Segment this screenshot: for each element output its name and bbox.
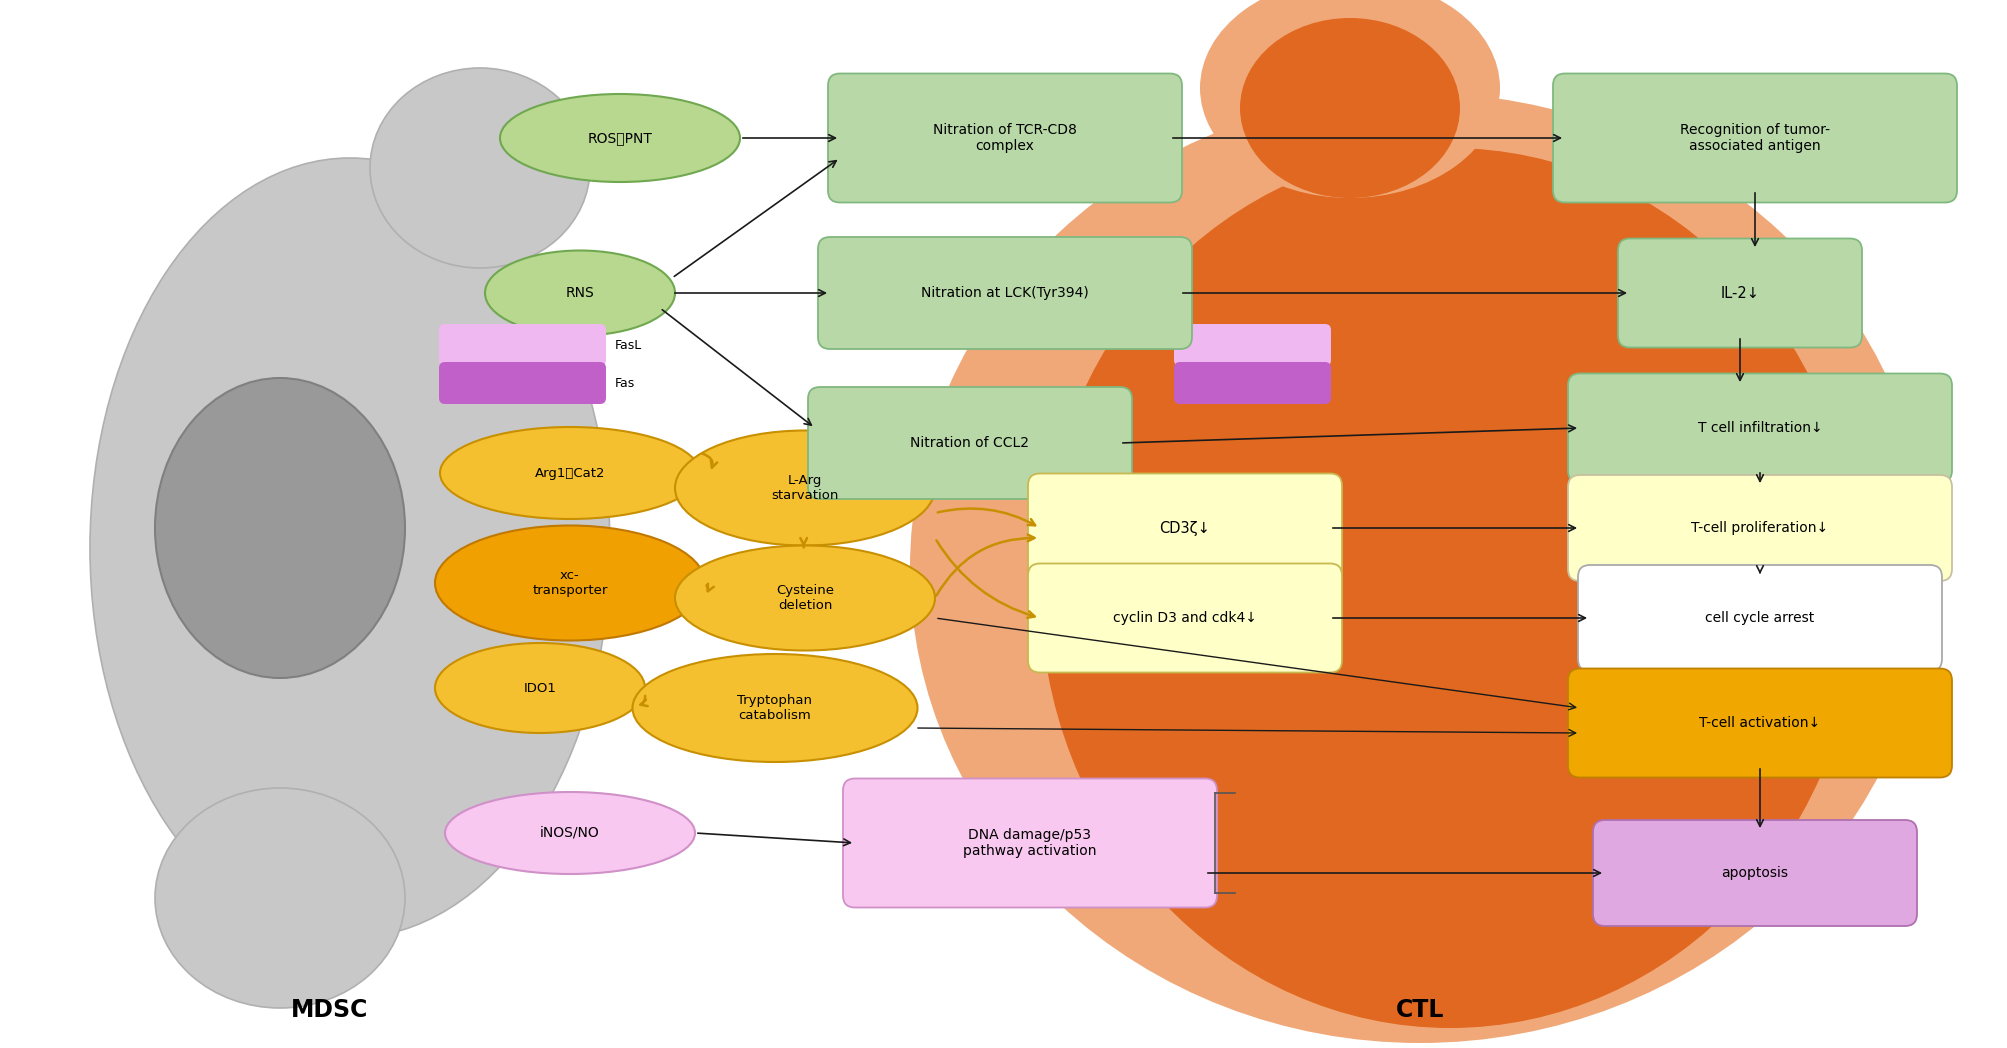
Text: xc-
transporter: xc- transporter xyxy=(532,569,608,597)
Text: ROS、PNT: ROS、PNT xyxy=(588,131,652,145)
Text: L-Arg
starvation: L-Arg starvation xyxy=(771,474,839,502)
Ellipse shape xyxy=(436,525,704,640)
FancyBboxPatch shape xyxy=(1174,324,1331,366)
Text: T cell infiltration↓: T cell infiltration↓ xyxy=(1696,421,1822,435)
FancyBboxPatch shape xyxy=(1551,73,1957,202)
Text: cell cycle arrest: cell cycle arrest xyxy=(1704,611,1814,625)
FancyBboxPatch shape xyxy=(1567,373,1951,482)
Text: CTL: CTL xyxy=(1395,998,1443,1022)
Text: Recognition of tumor-
associated antigen: Recognition of tumor- associated antigen xyxy=(1680,123,1828,153)
FancyBboxPatch shape xyxy=(843,779,1216,908)
Ellipse shape xyxy=(909,93,1929,1043)
FancyBboxPatch shape xyxy=(1618,239,1860,348)
FancyBboxPatch shape xyxy=(1174,362,1331,403)
Ellipse shape xyxy=(1200,0,1499,198)
Text: MDSC: MDSC xyxy=(291,998,369,1022)
Text: DNA damage/p53
pathway activation: DNA damage/p53 pathway activation xyxy=(963,828,1096,858)
FancyBboxPatch shape xyxy=(1592,820,1917,926)
Ellipse shape xyxy=(155,788,405,1008)
Text: CD3ζ↓: CD3ζ↓ xyxy=(1158,521,1210,536)
FancyBboxPatch shape xyxy=(1567,669,1951,778)
Ellipse shape xyxy=(369,68,590,268)
Text: Fas: Fas xyxy=(614,376,634,390)
Text: Nitration of CCL2: Nitration of CCL2 xyxy=(909,436,1030,450)
Text: T-cell proliferation↓: T-cell proliferation↓ xyxy=(1690,521,1828,534)
FancyBboxPatch shape xyxy=(807,387,1132,499)
Text: Tryptophan
catabolism: Tryptophan catabolism xyxy=(737,694,813,722)
FancyBboxPatch shape xyxy=(817,237,1192,349)
FancyBboxPatch shape xyxy=(440,362,606,403)
Text: Arg1、Cat2: Arg1、Cat2 xyxy=(534,466,604,480)
Text: Nitration of TCR-CD8
complex: Nitration of TCR-CD8 complex xyxy=(933,123,1076,153)
Ellipse shape xyxy=(632,654,917,762)
FancyBboxPatch shape xyxy=(1578,565,1941,671)
Text: apoptosis: apoptosis xyxy=(1720,866,1788,880)
Ellipse shape xyxy=(674,546,935,651)
Text: Cysteine
deletion: Cysteine deletion xyxy=(775,584,833,612)
FancyBboxPatch shape xyxy=(1567,475,1951,581)
Ellipse shape xyxy=(1240,18,1459,198)
Ellipse shape xyxy=(440,427,700,519)
Ellipse shape xyxy=(674,431,935,546)
Text: cyclin D3 and cdk4↓: cyclin D3 and cdk4↓ xyxy=(1112,611,1256,625)
Text: T-cell activation↓: T-cell activation↓ xyxy=(1698,716,1820,730)
Text: FasL: FasL xyxy=(614,339,642,351)
Text: iNOS/NO: iNOS/NO xyxy=(540,826,600,840)
Ellipse shape xyxy=(446,792,694,874)
FancyBboxPatch shape xyxy=(440,324,606,366)
Ellipse shape xyxy=(90,158,610,938)
Ellipse shape xyxy=(436,643,644,733)
Text: IDO1: IDO1 xyxy=(524,681,556,695)
FancyBboxPatch shape xyxy=(1028,474,1341,583)
Ellipse shape xyxy=(486,250,674,335)
Ellipse shape xyxy=(155,378,405,678)
FancyBboxPatch shape xyxy=(827,73,1182,202)
FancyBboxPatch shape xyxy=(1028,564,1341,673)
Text: RNS: RNS xyxy=(566,286,594,300)
Ellipse shape xyxy=(1040,148,1858,1028)
Ellipse shape xyxy=(500,94,741,182)
Text: Nitration at LCK(Tyr394): Nitration at LCK(Tyr394) xyxy=(921,286,1088,300)
Text: IL-2↓: IL-2↓ xyxy=(1720,285,1758,301)
